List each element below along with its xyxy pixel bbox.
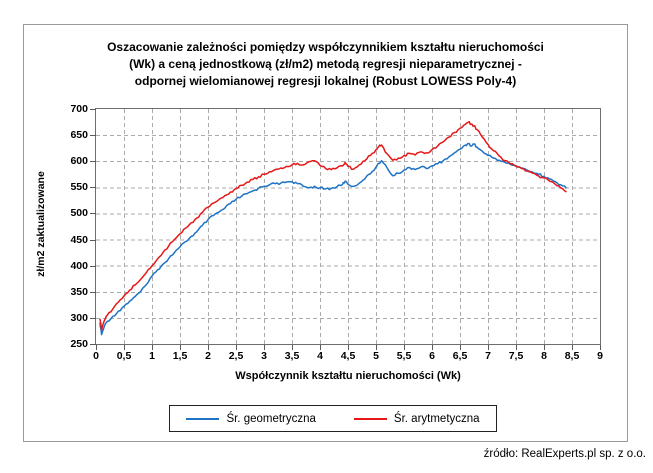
legend: Śr. geometryczna Śr. arytmetyczna	[169, 405, 497, 432]
y-tick-label: 600	[70, 155, 88, 168]
x-tick-mark	[152, 345, 153, 350]
series-line-arithmetic-mean	[99, 120, 567, 331]
y-axis-title: zł/m2 zaktualizowane	[35, 171, 47, 277]
x-tick-label: 7,5	[508, 350, 524, 362]
x-axis-title: Współczynnik kształtu nieruchomości (Wk)	[235, 370, 461, 382]
x-tick-mark	[236, 345, 237, 350]
y-tick-label: 650	[70, 129, 88, 142]
y-tick-mark	[90, 239, 96, 241]
x-tick-label: 9	[597, 350, 603, 362]
y-tick-label: 400	[70, 259, 88, 272]
x-tick-label: 8	[541, 350, 547, 362]
x-tick-label: 5	[373, 350, 379, 362]
plot-canvas	[96, 109, 600, 344]
x-tick-mark	[544, 345, 545, 350]
x-tick-label: 7	[485, 350, 491, 362]
x-tick-mark	[404, 345, 405, 350]
x-tick-label: 0,5	[116, 350, 132, 362]
x-tick-label: 3,5	[284, 350, 300, 362]
x-tick-label: 8,5	[564, 350, 580, 362]
y-tick-mark	[90, 317, 96, 319]
x-tick-label: 5,5	[396, 350, 412, 362]
chart-title: Oszacowanie zależności pomiędzy współczy…	[54, 39, 597, 90]
y-tick-label: 550	[70, 181, 88, 194]
x-tick-mark	[124, 345, 125, 350]
x-tick-mark	[488, 345, 489, 350]
legend-line-sample	[353, 417, 387, 420]
x-tick-label: 2	[205, 350, 211, 362]
series-line-geometric-mean	[99, 142, 567, 336]
chart-title-line2: (Wk) a ceną jednostkową (zł/m2) metodą r…	[129, 57, 522, 71]
y-tick-mark	[90, 161, 96, 163]
y-tick-label: 250	[70, 338, 88, 350]
y-tick-mark	[90, 213, 96, 215]
x-tick-mark	[572, 345, 573, 350]
x-tick-label: 6	[429, 350, 435, 362]
x-tick-label: 1	[149, 350, 155, 362]
legend-item-arithmetic-mean: Śr. arytmetyczna	[353, 412, 480, 425]
x-tick-mark	[208, 345, 209, 350]
x-tick-mark	[460, 345, 461, 350]
legend-label: Śr. geometryczna	[226, 412, 316, 425]
x-tick-mark	[264, 345, 265, 350]
x-tick-mark	[292, 345, 293, 350]
x-tick-label: 4	[317, 350, 323, 362]
y-tick-mark	[90, 291, 96, 293]
x-tick-label: 1,5	[172, 350, 188, 362]
legend-line-sample	[186, 417, 220, 420]
x-tick-mark	[320, 345, 321, 350]
source-credit: źródło: RealExperts.pl sp. z o.o.	[483, 448, 646, 460]
y-tick-label: 300	[70, 311, 88, 324]
y-tick-label: 350	[70, 285, 88, 298]
x-tick-label: 6,5	[452, 350, 468, 362]
chart-title-line3: odpornej wielomianowej regresji lokalnej…	[134, 74, 517, 88]
legend-label: Śr. arytmetyczna	[393, 412, 480, 425]
x-tick-label: 4,5	[340, 350, 356, 362]
y-tick-mark	[90, 344, 96, 345]
x-tick-mark	[348, 345, 349, 350]
x-tick-mark	[516, 345, 517, 350]
x-tick-mark	[432, 345, 433, 350]
x-tick-mark	[376, 345, 377, 350]
y-tick-label: 500	[70, 207, 88, 220]
y-tick-label: 450	[70, 233, 88, 246]
x-tick-mark	[600, 345, 601, 350]
chart-frame: Oszacowanie zależności pomiędzy współczy…	[23, 24, 628, 442]
legend-item-geometric-mean: Śr. geometryczna	[186, 412, 316, 425]
x-tick-mark	[96, 345, 97, 350]
x-tick-label: 0	[93, 350, 99, 362]
y-tick-mark	[90, 135, 96, 137]
y-tick-mark	[90, 187, 96, 189]
y-tick-mark	[90, 109, 96, 110]
x-tick-mark	[180, 345, 181, 350]
chart-title-line1: Oszacowanie zależności pomiędzy współczy…	[107, 40, 544, 54]
x-tick-label: 3	[261, 350, 267, 362]
y-tick-mark	[90, 265, 96, 267]
y-tick-label: 700	[70, 103, 88, 115]
plot-area	[95, 108, 601, 345]
x-tick-label: 2,5	[228, 350, 244, 362]
